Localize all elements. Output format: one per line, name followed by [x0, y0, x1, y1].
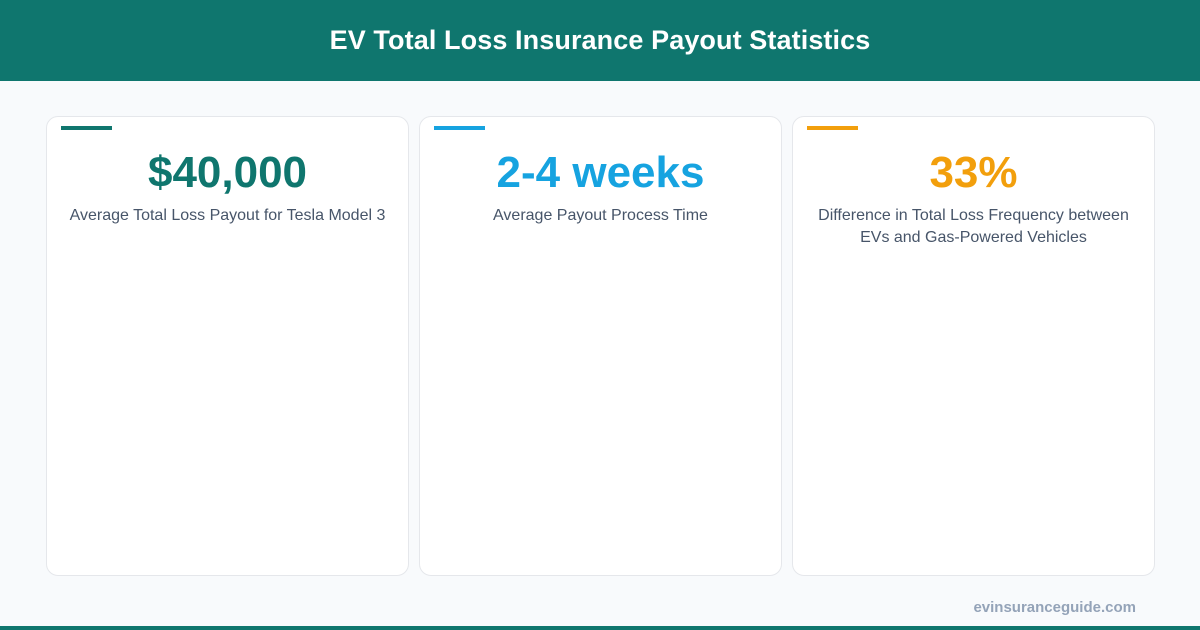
site-credit: evinsuranceguide.com	[973, 599, 1136, 616]
stat-label: Difference in Total Loss Frequency betwe…	[818, 207, 1129, 246]
stat-card-payout: $40,000 Average Total Loss Payout for Te…	[46, 116, 409, 576]
page-title: EV Total Loss Insurance Payout Statistic…	[329, 25, 871, 55]
stat-value: $40,000	[147, 148, 308, 197]
stat-label: Average Total Loss Payout for Tesla Mode…	[69, 207, 386, 224]
bottom-accent-bar	[0, 626, 1200, 630]
stat-value: 2-4 weeks	[496, 148, 705, 197]
stat-card-frequency-difference: 33% Difference in Total Loss Frequency b…	[792, 116, 1155, 576]
stat-value: 33%	[929, 148, 1018, 197]
accent-bar	[807, 126, 858, 130]
stat-card-process-time: 2-4 weeks Average Payout Process Time	[419, 116, 782, 576]
header-banner: EV Total Loss Insurance Payout Statistic…	[0, 0, 1200, 81]
accent-bar	[434, 126, 485, 130]
accent-bar	[61, 126, 112, 130]
stat-label: Average Payout Process Time	[493, 207, 708, 224]
